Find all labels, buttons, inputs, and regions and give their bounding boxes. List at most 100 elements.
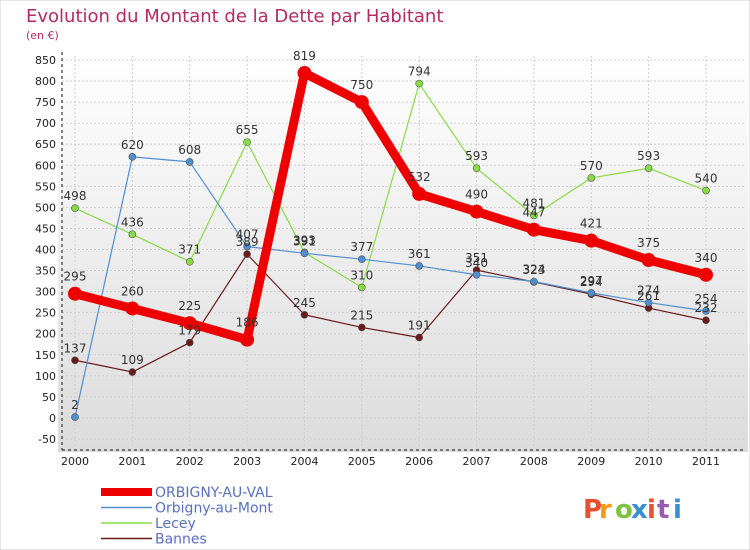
data-label: 593 <box>465 149 488 163</box>
x-tick-label: 2004 <box>290 455 318 468</box>
data-label: 389 <box>236 235 259 249</box>
y-tick-label: 550 <box>35 180 56 193</box>
logo-letter: P <box>583 495 602 525</box>
logo-letter: i <box>647 495 656 525</box>
logo-letter: i <box>673 495 682 525</box>
data-label: 655 <box>236 123 259 137</box>
data-point <box>472 164 481 173</box>
data-point <box>128 230 137 239</box>
grid <box>62 56 745 447</box>
x-tick-label: 2011 <box>692 455 720 468</box>
data-point <box>358 323 366 332</box>
x-tick-label: 2007 <box>463 455 491 468</box>
y-tick-label: 600 <box>35 159 56 172</box>
data-label: 490 <box>465 188 488 202</box>
x-tick-label: 2008 <box>520 455 548 468</box>
data-point <box>71 204 79 213</box>
data-point <box>300 310 309 319</box>
data-label: 377 <box>350 240 373 254</box>
data-label: 254 <box>695 292 718 306</box>
x-tick-label: 2010 <box>635 455 663 468</box>
data-label: 570 <box>580 159 603 173</box>
data-point <box>185 158 194 166</box>
data-label: 137 <box>64 341 87 355</box>
y-tick-label: 0 <box>49 412 56 425</box>
data-point <box>358 283 366 292</box>
legend-label: Lecey <box>155 516 196 532</box>
data-label: 391 <box>293 234 316 248</box>
data-point <box>185 338 194 347</box>
data-label: 186 <box>236 316 259 330</box>
data-point <box>702 186 710 195</box>
y-tick-label: 500 <box>35 201 56 214</box>
series-line <box>74 156 707 418</box>
data-point <box>297 66 312 81</box>
data-label: 421 <box>580 217 603 231</box>
data-point <box>699 267 713 282</box>
y-tick-label: 800 <box>35 75 56 88</box>
chart-title: Evolution du Montant de la Dette par Hab… <box>26 6 443 27</box>
data-point <box>243 138 251 146</box>
logo-letter: r <box>599 495 612 525</box>
y-tick-label: 200 <box>35 328 56 341</box>
x-tick-label: 2000 <box>61 455 89 468</box>
data-label: 407 <box>236 228 259 242</box>
x-tick-label: 2005 <box>348 455 376 468</box>
data-label: 498 <box>64 189 87 203</box>
y-tick-label: 50 <box>42 391 56 404</box>
data-point <box>71 356 79 365</box>
series-line <box>74 82 707 288</box>
data-label: 608 <box>178 143 201 157</box>
y-tick-label: 300 <box>35 286 56 299</box>
data-label: 393 <box>293 233 316 247</box>
data-label: 179 <box>178 324 201 338</box>
x-tick-label: 2009 <box>577 455 605 468</box>
legend-label: ORBIGNY-AU-VAL <box>155 485 273 501</box>
series-lines <box>68 66 713 421</box>
data-label: 794 <box>408 65 431 79</box>
data-point <box>702 316 710 325</box>
data-label: 532 <box>408 170 431 184</box>
data-label: 245 <box>293 296 316 310</box>
series-line <box>74 253 707 373</box>
legend-label: Orbigny-au-Mont <box>155 501 273 517</box>
data-point <box>526 222 541 237</box>
logo-letter: t <box>657 495 669 525</box>
data-point <box>587 289 596 297</box>
data-label: 225 <box>178 299 201 313</box>
data-label: 351 <box>465 251 488 265</box>
data-point <box>587 174 596 182</box>
data-point <box>472 270 481 279</box>
logo-letter: x <box>631 495 648 525</box>
data-label: 375 <box>637 236 660 250</box>
data-point <box>128 153 137 161</box>
data-point <box>354 95 369 110</box>
x-tick-label: 2001 <box>118 455 146 468</box>
data-label: 2 <box>71 398 79 412</box>
logo: Pr ox i t i <box>583 495 682 525</box>
data-label: 191 <box>408 319 431 333</box>
data-point <box>71 413 79 421</box>
data-point <box>644 164 653 173</box>
data-label: 481 <box>522 196 545 210</box>
data-point <box>68 286 82 301</box>
data-label: 540 <box>695 172 718 186</box>
chart-subtitle: (en €) <box>26 29 59 42</box>
y-tick-label: 250 <box>35 307 56 320</box>
data-label: 436 <box>121 215 144 229</box>
y-tick-label: 700 <box>35 117 56 130</box>
data-label: 371 <box>178 243 201 257</box>
data-point <box>182 316 197 331</box>
y-tick-label: 650 <box>35 138 56 151</box>
y-tick-label: 150 <box>35 349 56 362</box>
data-point <box>243 250 251 258</box>
axes: -50 0 50 100 150 200 250 300 350 400 450 500 550 600 6… <box>35 52 745 468</box>
data-label: 260 <box>121 284 144 298</box>
data-point <box>240 332 255 347</box>
data-point <box>469 204 484 219</box>
y-tick-label: 850 <box>35 54 56 67</box>
legend-label: Bannes <box>155 532 207 548</box>
x-tick-label: 2003 <box>233 455 261 468</box>
data-label: 447 <box>522 206 545 220</box>
